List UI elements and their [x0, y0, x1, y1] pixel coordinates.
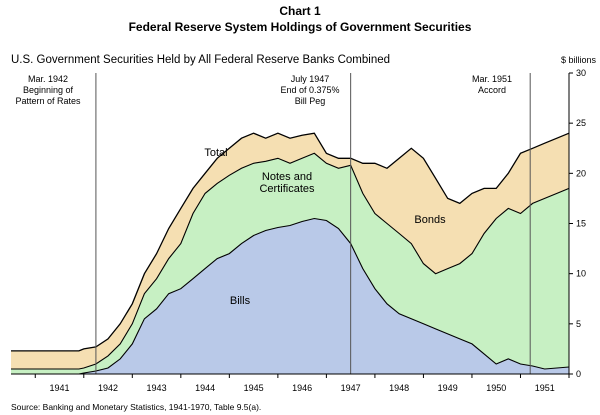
x-tick-label-1942: 1942 — [98, 383, 118, 393]
total-line — [11, 132, 570, 352]
label-notes-2: Certificates — [259, 183, 315, 195]
x-tick-label-1950: 1950 — [486, 383, 506, 393]
notes-line — [11, 152, 570, 370]
chart-subtitle: U.S. Government Securities Held by All F… — [11, 54, 390, 66]
label-bills: Bills — [230, 295, 251, 307]
x-tick-label-1949: 1949 — [438, 383, 458, 393]
event-label-1-1: End of 0.375% — [280, 85, 339, 95]
y-tick-label-10: 10 — [576, 269, 586, 279]
label-bonds: Bonds — [414, 214, 446, 226]
y-tick-label-0: 0 — [576, 369, 581, 379]
y-axis-units: $ billions — [561, 55, 597, 65]
event-label-2-0: Mar. 1951 — [472, 74, 512, 84]
notes-area — [11, 153, 569, 374]
x-tick-label-1941: 1941 — [50, 383, 70, 393]
label-total: Total — [204, 147, 227, 159]
bills-line — [11, 217, 570, 375]
bills-area — [11, 218, 569, 374]
event-label-0-1: Beginning of — [23, 85, 74, 95]
chart-title: Federal Reserve System Holdings of Gover… — [129, 20, 472, 34]
label-notes-1: Notes and — [262, 171, 312, 183]
event-label-0-2: Pattern of Rates — [15, 96, 81, 106]
y-tick-label-5: 5 — [576, 319, 581, 329]
bonds-area — [11, 133, 569, 369]
event-label-1-0: July 1947 — [291, 74, 330, 84]
y-tick-label-25: 25 — [576, 118, 586, 128]
source-note: Source: Banking and Monetary Statistics,… — [11, 402, 261, 412]
x-tick-label-1951: 1951 — [535, 383, 555, 393]
x-tick-label-1944: 1944 — [195, 383, 215, 393]
event-label-1-2: Bill Peg — [295, 96, 326, 106]
y-tick-label-20: 20 — [576, 168, 586, 178]
x-tick-label-1943: 1943 — [147, 383, 167, 393]
x-tick-label-1946: 1946 — [292, 383, 312, 393]
event-label-2-1: Accord — [478, 85, 506, 95]
x-tick-label-1948: 1948 — [389, 383, 409, 393]
y-tick-label-15: 15 — [576, 219, 586, 229]
event-label-0-0: Mar. 1942 — [28, 74, 68, 84]
y-tick-label-30: 30 — [576, 68, 586, 78]
chart-number: Chart 1 — [279, 4, 321, 18]
x-tick-label-1945: 1945 — [244, 383, 264, 393]
x-tick-label-1947: 1947 — [341, 383, 361, 393]
